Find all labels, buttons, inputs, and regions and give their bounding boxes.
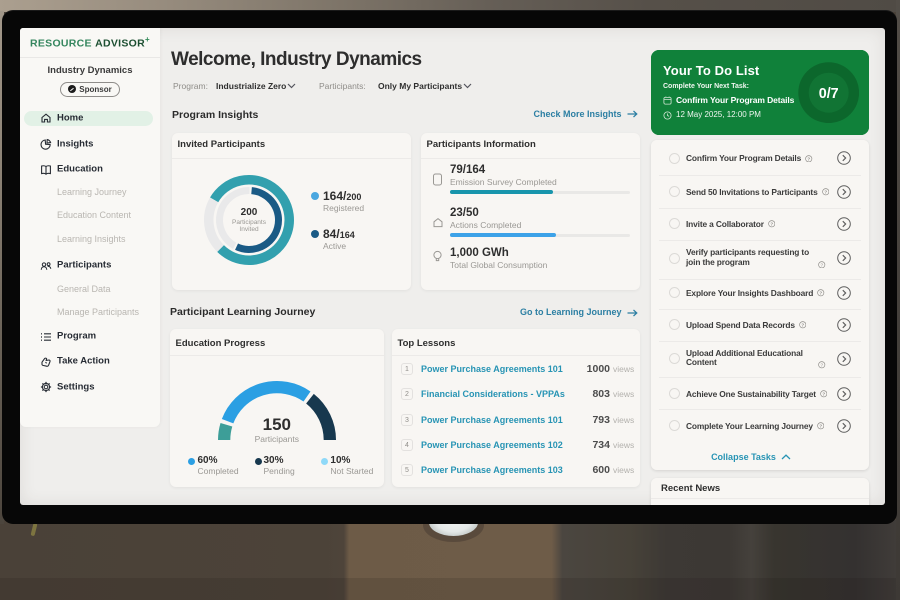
svg-text:?: ?: [808, 156, 811, 161]
svg-text:?: ?: [822, 391, 825, 396]
svg-text:?: ?: [824, 189, 827, 194]
svg-text:?: ?: [801, 323, 804, 328]
svg-text:?: ?: [820, 262, 823, 267]
svg-text:?: ?: [770, 221, 773, 226]
svg-text:?: ?: [820, 363, 823, 368]
svg-text:0/7: 0/7: [819, 86, 839, 102]
svg-text:?: ?: [820, 291, 823, 296]
svg-text:?: ?: [819, 423, 822, 428]
